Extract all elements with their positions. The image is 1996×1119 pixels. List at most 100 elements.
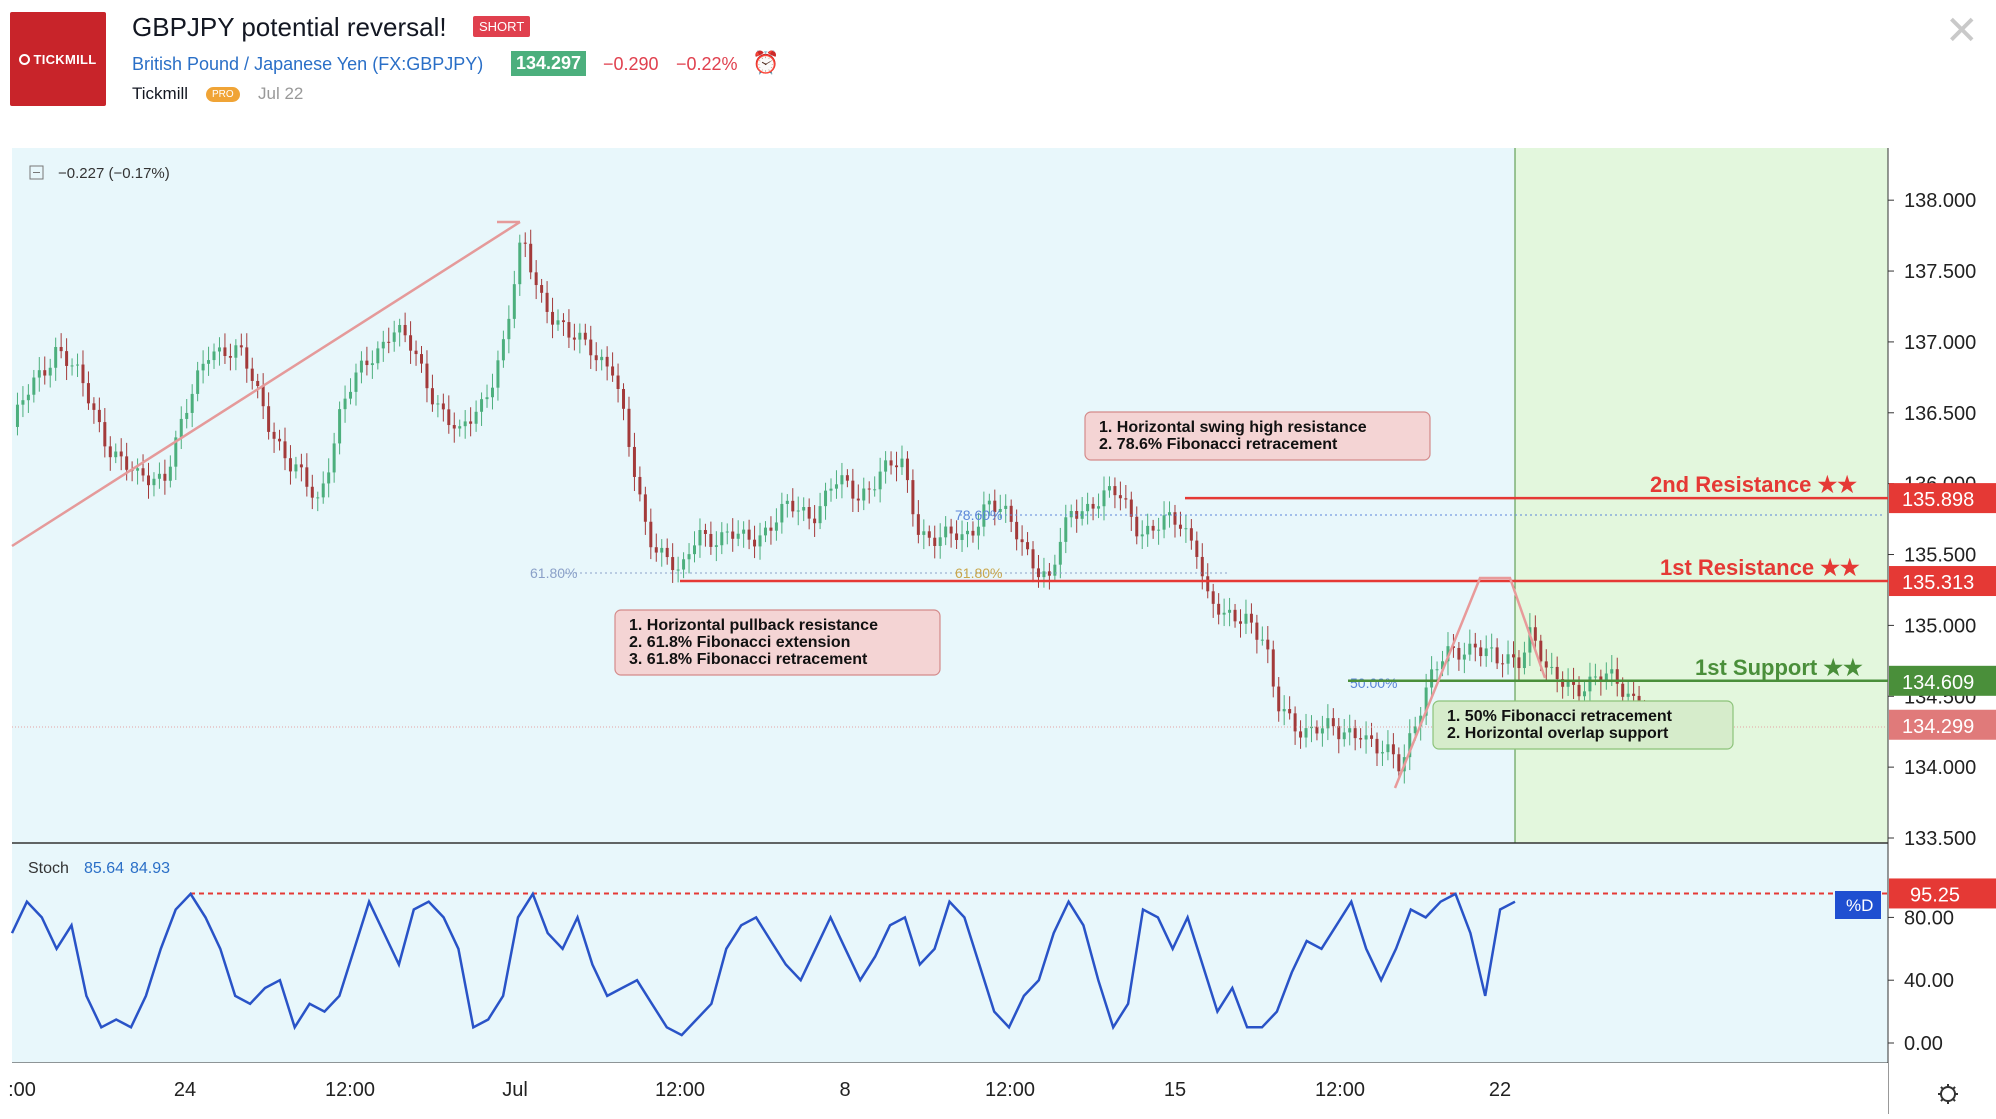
symbol-link[interactable]: British Pound / Japanese Yen (FX:GBPJPY) [132, 54, 483, 75]
candle-body [223, 347, 227, 357]
level-price-tag [1889, 483, 1996, 514]
candle-body [463, 421, 467, 427]
candle-body [884, 460, 888, 472]
candle-body [703, 530, 707, 534]
candle-body [922, 531, 926, 535]
candle-body [1430, 669, 1434, 688]
time-tick-label: 24 [174, 1079, 196, 1101]
candle-body [1337, 726, 1341, 740]
candle-body [824, 490, 828, 507]
candle-body [108, 446, 112, 458]
candle-body [59, 346, 63, 352]
time-tick-label: Jul [502, 1079, 528, 1101]
candle-body [1512, 654, 1515, 658]
candle-body [682, 559, 686, 570]
support-note-box [1432, 700, 1734, 750]
level-price-label: 135.898 [1902, 489, 1974, 511]
level-name: 1st Support ★★ [1695, 655, 1863, 680]
candle-body [1135, 516, 1139, 537]
candle-body [1506, 654, 1510, 664]
candle-body [1462, 654, 1466, 660]
candle-body [1157, 529, 1161, 531]
candle-body [1271, 649, 1275, 687]
candle-body [1097, 506, 1101, 509]
candle-body [1419, 715, 1423, 727]
candle-body [1370, 735, 1374, 739]
candle-body [616, 375, 620, 389]
candle-body [1053, 564, 1057, 576]
candle-body [86, 383, 90, 404]
candle-body [245, 347, 249, 369]
candle-body [709, 533, 713, 547]
candle-body [632, 446, 636, 477]
close-icon[interactable]: ✕ [1945, 9, 1979, 53]
candle-body [1550, 666, 1554, 668]
level-price-label: 134.299 [1902, 716, 1974, 738]
price-tick-label: 134.000 [1904, 757, 1976, 779]
price-chart[interactable]: −0.227 (−0.17%) 138.000 137.500 137.000 136.… [0, 148, 1996, 1114]
pullback-note-line: 1. Horizontal pullback resistance [629, 617, 878, 634]
candle-body [283, 441, 287, 459]
candle-body [671, 557, 675, 571]
candle-body [736, 533, 740, 539]
logo-text: TICKMILL [33, 51, 97, 67]
pullback-note-line: 2. 61.8% Fibonacci extension [629, 634, 850, 651]
candle-body [190, 393, 194, 413]
candle-body [1146, 525, 1150, 535]
logo-mark-icon [19, 53, 31, 65]
swing-high-note-line: 2. 78.6% Fibonacci retracement [1099, 436, 1338, 453]
candle-body [359, 360, 363, 373]
fib-label: 61.80% [530, 565, 577, 581]
candle-body [338, 409, 342, 444]
candle-body [496, 360, 500, 388]
candle-body [1490, 647, 1494, 649]
candle-body [398, 324, 402, 333]
candle-body [753, 539, 757, 547]
candle-body [1413, 726, 1417, 734]
candle-body [1397, 754, 1401, 772]
candle-body [1435, 669, 1439, 671]
candle-body [933, 537, 937, 546]
chart-area[interactable]: −0.227 (−0.17%) 138.000 137.500 137.000 136.… [0, 148, 1996, 1114]
candle-body [829, 488, 833, 491]
candle-body [1615, 669, 1619, 684]
last-price: 134.297 [511, 51, 587, 76]
candle-body [469, 421, 473, 424]
candle-body [583, 332, 587, 340]
candle-body [458, 426, 462, 429]
pro-badge: PRO [206, 87, 240, 102]
candle-body [725, 531, 729, 533]
candle-body [1566, 681, 1570, 687]
candle-body [911, 480, 915, 515]
price-tick-label: 137.000 [1904, 332, 1976, 354]
candle-body [1626, 693, 1630, 697]
candle-body [1299, 731, 1303, 738]
support-note-line: 1. 50% Fibonacci retracement [1447, 708, 1673, 725]
candle-body [332, 443, 336, 473]
candle-body [834, 484, 838, 489]
candle-body [938, 537, 942, 546]
candle-body [1501, 663, 1505, 665]
candle-body [163, 473, 167, 481]
candle-body [534, 272, 538, 286]
candle-body [32, 377, 36, 395]
alarm-clock-icon[interactable]: ⏰ [752, 50, 780, 75]
candle-body [720, 532, 724, 546]
candle-body [381, 341, 385, 349]
candle-body [1517, 657, 1521, 669]
tickmill-logo[interactable]: TICKMILL [10, 12, 106, 106]
candle-body [152, 478, 156, 486]
candle-body [1031, 549, 1035, 569]
candle-body [627, 408, 631, 447]
author-name[interactable]: Tickmill [132, 84, 189, 103]
candle-body [561, 320, 565, 323]
stoch-tick-label: 80.00 [1904, 907, 1954, 929]
candle-body [665, 547, 669, 558]
candle-body [1009, 505, 1013, 522]
d-series-tag [1835, 891, 1881, 919]
candle-body [1326, 718, 1330, 729]
candle-body [376, 348, 380, 364]
candle-body [976, 526, 980, 536]
candle-body [1129, 499, 1133, 517]
candle-body [545, 292, 549, 312]
